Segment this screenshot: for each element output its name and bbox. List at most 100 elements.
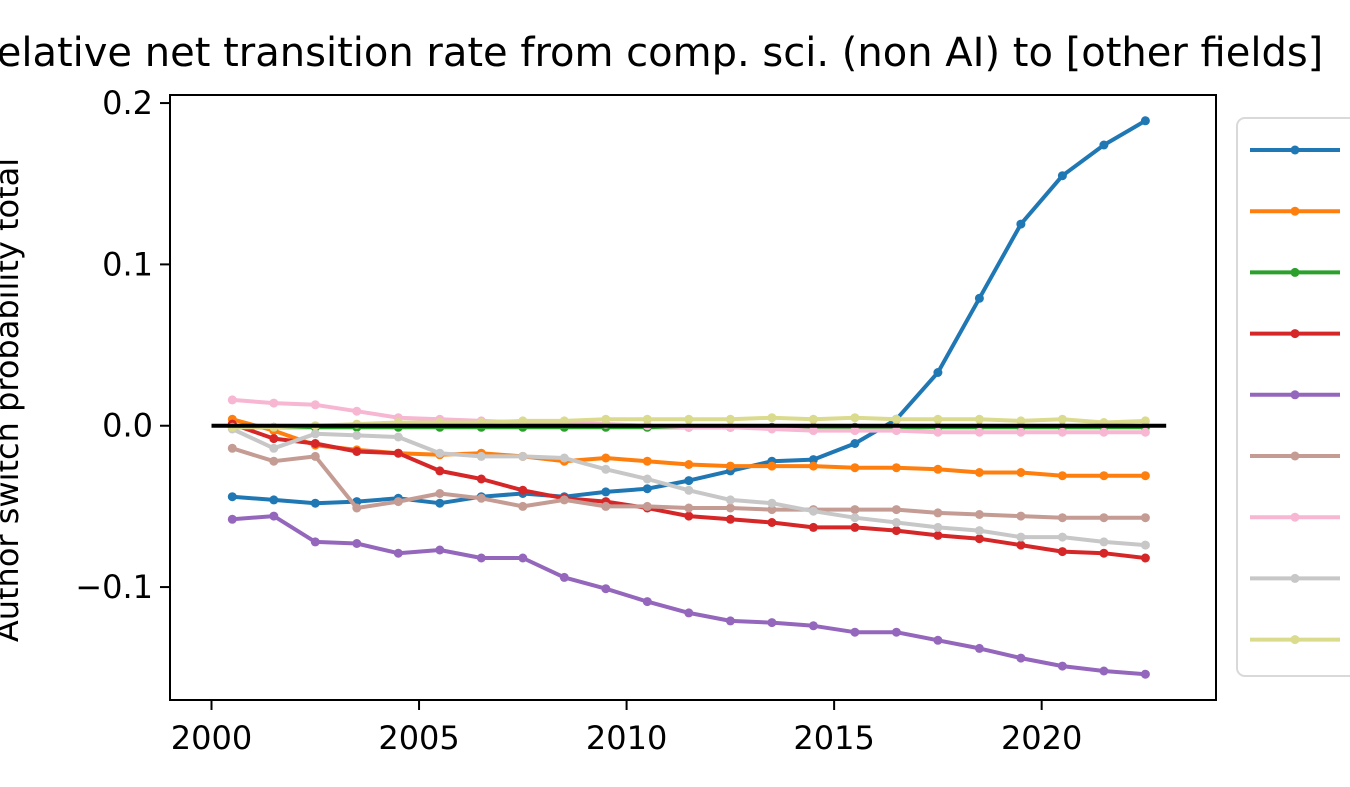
data-point [476, 493, 486, 503]
legend-marker [1290, 267, 1300, 277]
data-point [891, 463, 901, 473]
data-point [933, 530, 943, 540]
data-point [518, 553, 528, 563]
series-line [232, 119, 1147, 506]
data-point [601, 487, 611, 497]
data-point [1016, 653, 1026, 663]
data-point [1099, 537, 1109, 547]
data-point [1057, 471, 1067, 481]
data-point [891, 518, 901, 527]
data-point [1057, 171, 1067, 181]
data-point [476, 451, 486, 461]
legend-marker [1290, 451, 1300, 461]
data-point [725, 616, 735, 626]
data-point [1099, 140, 1109, 150]
data-point [352, 447, 362, 456]
plot-area [211, 116, 1167, 679]
data-point [559, 453, 569, 463]
y-tick-label: 0.2 [102, 84, 153, 122]
data-point [227, 443, 237, 453]
data-point [1016, 427, 1026, 437]
data-point [1016, 219, 1026, 229]
data-point [974, 468, 984, 477]
x-tick-label: 2000 [171, 719, 252, 757]
data-point [1140, 116, 1150, 126]
legend-entry [1250, 145, 1340, 155]
series-5 [227, 511, 1150, 679]
data-point [435, 498, 445, 508]
data-point [435, 545, 445, 555]
data-point [601, 464, 611, 474]
data-point [974, 510, 984, 519]
data-point [684, 511, 694, 521]
data-point [559, 416, 569, 426]
x-tick-label: 2005 [378, 719, 459, 757]
data-point [269, 398, 279, 408]
x-tick-label: 2015 [793, 719, 874, 757]
data-point [767, 461, 777, 471]
data-point [725, 461, 735, 471]
data-point [269, 495, 279, 505]
data-point [1016, 532, 1026, 542]
data-point [1099, 427, 1109, 437]
data-point [1140, 427, 1150, 437]
data-point [808, 426, 818, 436]
data-point [767, 518, 777, 527]
data-point [725, 514, 735, 524]
data-point [1099, 666, 1109, 676]
data-point [1016, 540, 1026, 550]
data-point [310, 451, 320, 461]
data-point [933, 635, 943, 645]
data-point [850, 505, 860, 515]
y-tick-label: 0.1 [102, 245, 153, 283]
data-point [435, 489, 445, 498]
data-point [1140, 513, 1150, 523]
data-point [767, 618, 777, 628]
data-point [808, 455, 818, 465]
data-point [1140, 540, 1150, 550]
data-point [559, 572, 569, 582]
data-point [850, 413, 860, 423]
data-point [933, 508, 943, 518]
data-point [1057, 427, 1067, 437]
data-point [933, 368, 943, 377]
data-point [974, 534, 984, 544]
data-point [1016, 416, 1026, 426]
data-point [1057, 414, 1067, 424]
data-point [684, 608, 694, 618]
data-point [850, 522, 860, 532]
data-point [808, 506, 818, 516]
series-6 [227, 443, 1150, 523]
data-point [352, 406, 362, 416]
data-point [601, 414, 611, 424]
data-point [974, 643, 984, 653]
data-point [974, 526, 984, 536]
data-point [269, 511, 279, 521]
data-point [476, 553, 486, 563]
data-point [642, 501, 652, 511]
data-point [518, 451, 528, 461]
data-point [684, 476, 694, 486]
data-point [1016, 511, 1026, 521]
data-point [310, 400, 320, 410]
data-point [518, 416, 528, 426]
legend-marker [1290, 206, 1300, 216]
data-point [559, 495, 569, 505]
data-point [352, 430, 362, 440]
data-point [1057, 513, 1067, 523]
data-point [393, 448, 403, 458]
data-point [310, 498, 320, 508]
data-point [1057, 547, 1067, 557]
data-point [850, 463, 860, 473]
data-point [850, 426, 860, 436]
data-point [933, 414, 943, 424]
legend-entry [1250, 451, 1340, 461]
legend-marker [1290, 573, 1300, 583]
data-point [891, 627, 901, 637]
data-point [808, 461, 818, 471]
data-point [684, 460, 694, 469]
data-point [725, 503, 735, 513]
data-point [435, 448, 445, 458]
legend-entry [1250, 635, 1340, 645]
